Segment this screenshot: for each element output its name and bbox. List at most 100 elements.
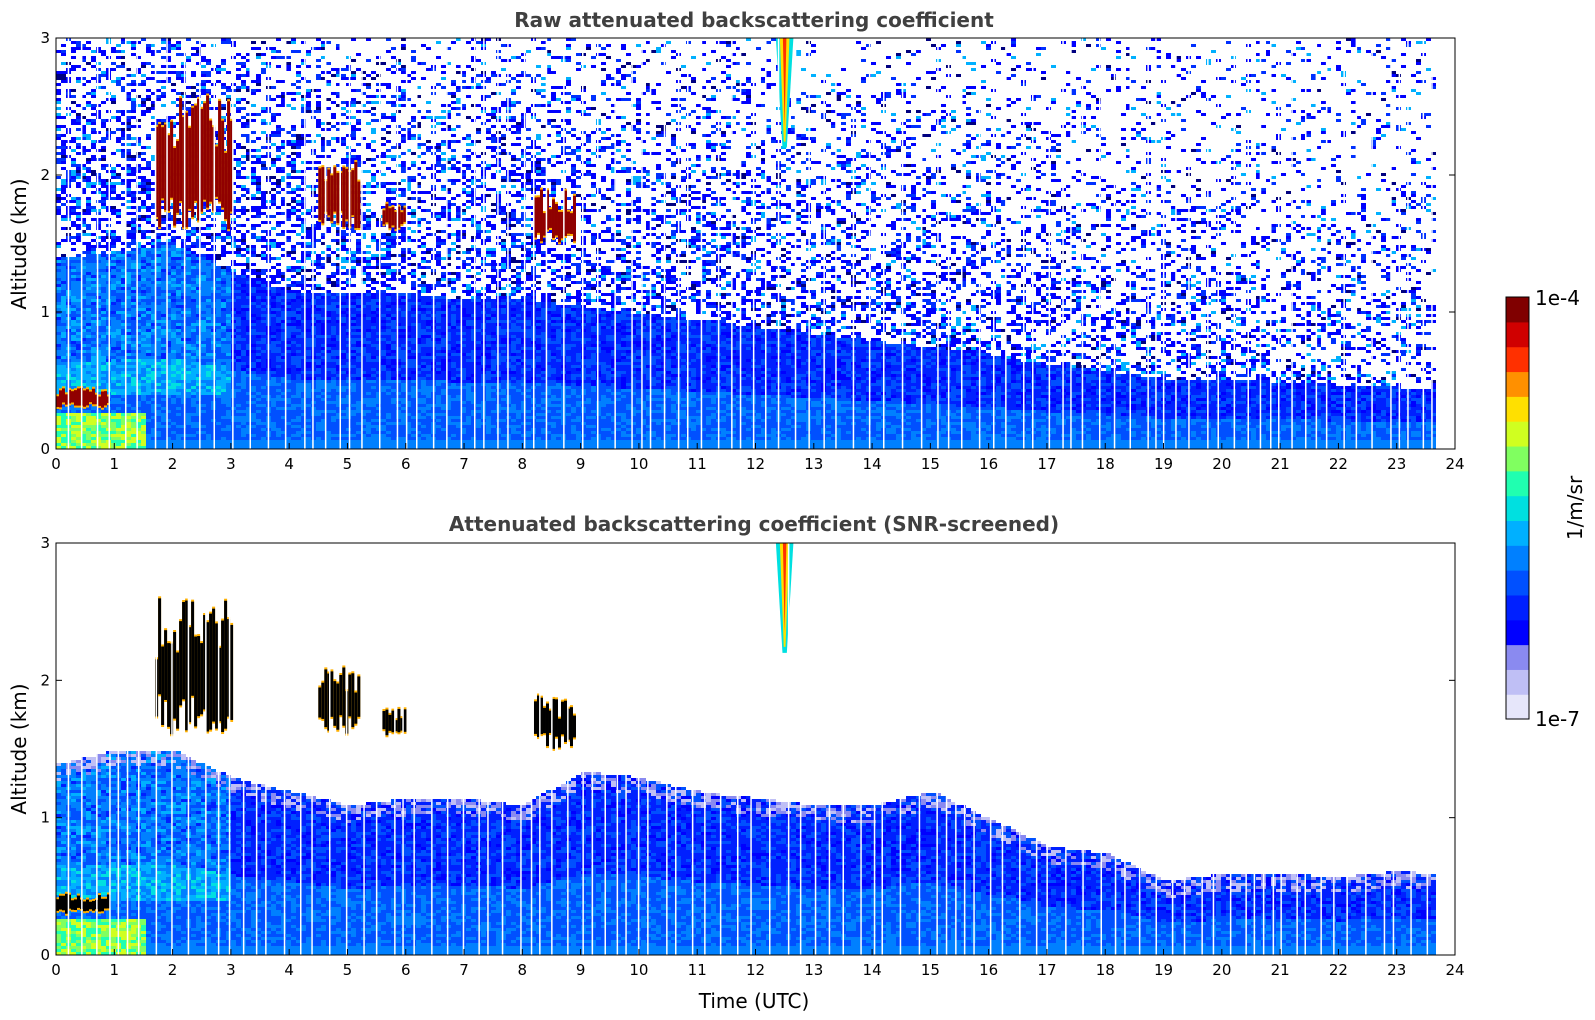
heatmap-cell [151, 263, 156, 266]
heatmap-cell [291, 383, 296, 386]
heatmap-cell [61, 434, 66, 437]
heatmap-cell [236, 401, 241, 404]
heatmap-cell [216, 296, 221, 299]
heatmap-cell [96, 440, 101, 443]
heatmap-cell [206, 266, 211, 269]
heatmap-cell [241, 353, 246, 356]
heatmap-cell [161, 269, 166, 272]
heatmap-cell [166, 116, 171, 119]
heatmap-cell [171, 389, 176, 392]
heatmap-cell [201, 296, 206, 299]
heatmap-cell [291, 143, 296, 146]
heatmap-cell [71, 119, 76, 122]
heatmap-cell [301, 170, 306, 173]
heatmap-cell [196, 350, 201, 353]
heatmap-cell [296, 170, 301, 173]
heatmap-cell [241, 278, 246, 281]
heatmap-cell [191, 329, 196, 332]
heatmap-cell [126, 212, 131, 215]
heatmap-cell [281, 188, 286, 191]
heatmap-cell [76, 422, 81, 425]
heatmap-cell [146, 389, 151, 392]
heatmap-cell [286, 443, 291, 446]
heatmap-cell [301, 416, 306, 419]
heatmap-cell [86, 278, 91, 281]
heatmap-cell [116, 296, 121, 299]
heatmap-cell [96, 62, 101, 65]
heatmap-cell [271, 278, 276, 281]
heatmap-cell [201, 443, 206, 446]
heatmap-cell [131, 179, 136, 182]
heatmap-cell [96, 173, 101, 176]
heatmap-cell [181, 386, 186, 389]
heatmap-cell [296, 410, 301, 413]
heatmap-cell [96, 74, 101, 77]
heatmap-cell [111, 293, 116, 296]
heatmap-cell [191, 284, 196, 287]
heatmap-cell [306, 245, 311, 248]
heatmap-cell [166, 278, 171, 281]
heatmap-cell [281, 341, 286, 344]
heatmap-cell [201, 206, 206, 209]
heatmap-cell [176, 104, 181, 107]
heatmap-cell [81, 311, 86, 314]
heatmap-cell [281, 371, 286, 374]
heatmap-cell [251, 41, 256, 44]
heatmap-cell [296, 317, 301, 320]
heatmap-cell [111, 242, 116, 245]
heatmap-cell [156, 386, 161, 389]
heatmap-cell [301, 338, 306, 341]
heatmap-cell [91, 248, 96, 251]
heatmap-cell [261, 332, 266, 335]
heatmap-cell [131, 287, 136, 290]
heatmap-cell [146, 107, 151, 110]
heatmap-cell [181, 320, 186, 323]
heatmap-cell [241, 302, 246, 305]
heatmap-cell [286, 182, 291, 185]
heatmap-cell [226, 398, 231, 401]
heatmap-cell [71, 380, 76, 383]
heatmap-cell [191, 368, 196, 371]
heatmap-cell [126, 170, 131, 173]
heatmap-cell [271, 287, 276, 290]
heatmap-cell [131, 440, 136, 443]
heatmap-cell [251, 326, 256, 329]
heatmap-cell [286, 377, 291, 380]
heatmap-cell [156, 353, 161, 356]
heatmap-cell [81, 188, 86, 191]
heatmap-cell [121, 137, 126, 140]
heatmap-cell [136, 227, 141, 230]
heatmap-cell [216, 65, 221, 68]
heatmap-cell [91, 407, 96, 410]
heatmap-cell [161, 41, 166, 44]
heatmap-cell [256, 350, 261, 353]
heatmap-cell [281, 230, 286, 233]
heatmap-cell [156, 410, 161, 413]
heatmap-cell [161, 446, 166, 449]
heatmap-cell [306, 296, 311, 299]
heatmap-cell [131, 416, 136, 419]
heatmap-cell [136, 413, 141, 416]
heatmap-cell [161, 437, 166, 440]
heatmap-cell [141, 218, 146, 221]
heatmap-cell [126, 353, 131, 356]
heatmap-cell [81, 128, 86, 131]
heatmap-cell [186, 314, 191, 317]
heatmap-cell [316, 401, 321, 404]
heatmap-cell [136, 293, 141, 296]
heatmap-cell [71, 356, 76, 359]
heatmap-cell [256, 332, 261, 335]
heatmap-cell [226, 275, 231, 278]
heatmap-cell [256, 269, 261, 272]
heatmap-cell [276, 191, 281, 194]
heatmap-cell [101, 155, 106, 158]
heatmap-cell [136, 314, 141, 317]
heatmap-cell [176, 434, 181, 437]
heatmap-cell [296, 260, 301, 263]
heatmap-cell [71, 284, 76, 287]
heatmap-cell [226, 353, 231, 356]
heatmap-cell [186, 275, 191, 278]
heatmap-cell [296, 407, 301, 410]
heatmap-cell [316, 437, 321, 440]
heatmap-cell [71, 56, 76, 59]
